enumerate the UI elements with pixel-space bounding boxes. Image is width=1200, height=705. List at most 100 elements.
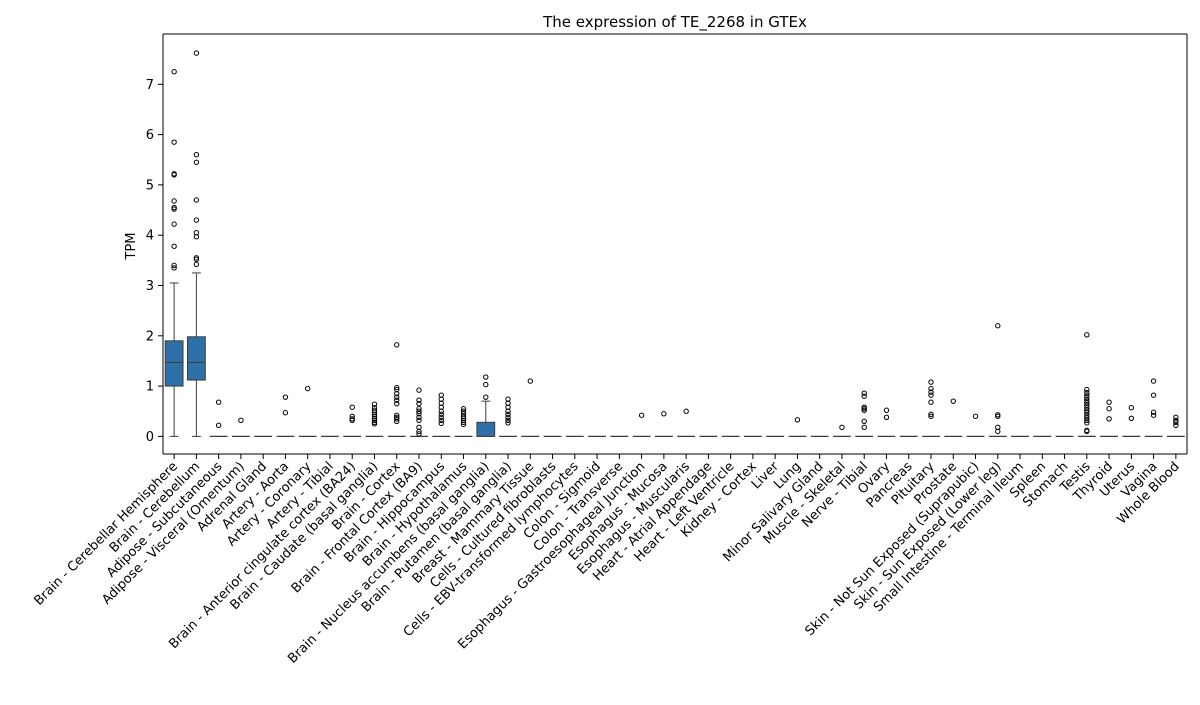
outlier-point-34-5	[928, 411, 934, 417]
outlier-point-21-0	[638, 412, 645, 418]
y-tick-label-4: 4	[146, 229, 154, 244]
outlier-point-31-6	[861, 424, 867, 431]
outlier-point-41-6	[1084, 399, 1090, 406]
outlier-point-1-0	[193, 50, 200, 56]
outlier-point-41-3	[1084, 392, 1090, 398]
y-tick-label-7: 7	[146, 78, 154, 93]
outlier-point-1-1	[193, 152, 200, 158]
outlier-point-10-0	[394, 342, 400, 348]
outlier-point-10-1	[394, 384, 400, 391]
outlier-point-34-6	[928, 413, 934, 419]
outlier-point-23-0	[683, 408, 689, 414]
outlier-point-14-2	[483, 394, 489, 400]
outlier-point-1-8	[193, 256, 200, 263]
outlier-point-41-9	[1084, 407, 1090, 413]
outlier-point-9-0	[371, 401, 378, 407]
outlier-point-0-1	[171, 139, 177, 145]
outlier-point-32-0	[883, 407, 890, 413]
outlier-point-0-10	[171, 265, 177, 271]
outlier-point-34-1	[928, 385, 934, 392]
outlier-point-2-0	[215, 399, 222, 405]
outlier-point-31-5	[861, 418, 867, 425]
outlier-point-41-0	[1084, 332, 1090, 338]
outlier-point-15-4	[505, 411, 511, 417]
outlier-point-37-0	[995, 323, 1001, 329]
outlier-point-11-4	[416, 408, 422, 414]
y-tick-label-5: 5	[146, 178, 154, 193]
outlier-point-41-13	[1084, 417, 1090, 423]
outlier-point-44-2	[1150, 409, 1157, 415]
outlier-point-5-0	[282, 394, 289, 400]
outlier-point-11-5	[416, 411, 422, 417]
y-tick-label-3: 3	[146, 279, 154, 294]
outlier-point-1-2	[193, 159, 200, 165]
outlier-point-0-6	[171, 206, 177, 212]
box-0	[164, 340, 184, 387]
outlier-point-41-10	[1084, 410, 1090, 416]
outlier-point-2-1	[215, 422, 222, 429]
outlier-point-1-4	[193, 217, 200, 223]
outlier-point-0-4	[171, 198, 177, 204]
outlier-point-41-14	[1084, 420, 1090, 426]
outlier-point-12-5	[438, 411, 444, 417]
outlier-point-12-7	[438, 417, 444, 423]
outlier-point-10-5	[394, 397, 400, 403]
outlier-point-0-8	[171, 243, 177, 249]
outlier-point-9-7	[371, 417, 378, 423]
outlier-point-14-1	[483, 381, 489, 388]
y-axis-title: TPM	[124, 233, 139, 261]
outlier-point-11-7	[416, 417, 422, 423]
y-tick-label-0: 0	[146, 430, 154, 445]
outlier-point-44-1	[1150, 392, 1157, 398]
outlier-point-37-2	[995, 413, 1001, 419]
chart-title: The expression of TE_2268 in GTEx	[542, 13, 807, 32]
outlier-point-31-4	[861, 407, 867, 413]
outlier-point-0-0	[171, 69, 177, 75]
outlier-point-35-0	[950, 398, 956, 404]
outlier-point-10-4	[394, 394, 400, 400]
outlier-point-41-5	[1084, 397, 1090, 403]
outlier-point-34-0	[928, 379, 934, 385]
outlier-point-42-2	[1106, 416, 1112, 422]
outlier-point-34-2	[928, 389, 934, 395]
outlier-point-45-0	[1173, 414, 1179, 420]
outlier-point-41-7	[1084, 402, 1090, 408]
outlier-point-41-12	[1084, 415, 1090, 421]
outlier-point-41-8	[1084, 405, 1090, 411]
outlier-point-10-6	[394, 401, 400, 407]
outlier-point-41-11	[1084, 412, 1090, 418]
outlier-point-28-0	[794, 417, 801, 423]
outlier-point-1-6	[193, 234, 200, 240]
outlier-point-11-10	[416, 431, 422, 437]
y-tick-label-6: 6	[146, 128, 154, 143]
outlier-point-0-3	[171, 172, 177, 178]
outlier-point-11-1	[416, 397, 422, 403]
y-tick-label-2: 2	[146, 329, 154, 344]
outlier-point-42-0	[1106, 399, 1112, 405]
outlier-point-44-0	[1150, 378, 1157, 384]
outlier-point-11-9	[416, 428, 422, 435]
outlier-point-13-1	[460, 408, 467, 414]
outlier-point-11-2	[416, 401, 422, 407]
outlier-point-13-6	[460, 419, 467, 426]
outlier-point-43-0	[1128, 405, 1135, 411]
outlier-point-36-0	[972, 413, 979, 419]
outlier-point-1-3	[193, 197, 200, 203]
outlier-point-5-1	[282, 410, 289, 416]
outlier-point-42-1	[1106, 406, 1112, 412]
outlier-point-11-3	[416, 406, 422, 412]
outlier-point-13-0	[460, 406, 467, 412]
outlier-point-15-6	[505, 417, 511, 423]
outlier-point-10-7	[394, 412, 400, 418]
outlier-point-0-9	[171, 262, 177, 269]
outlier-point-1-9	[193, 261, 200, 268]
outlier-point-32-1	[883, 414, 890, 420]
outlier-point-16-0	[527, 378, 534, 384]
outlier-point-44-3	[1150, 412, 1157, 418]
outlier-point-12-6	[438, 414, 444, 420]
outlier-point-45-1	[1173, 417, 1179, 423]
outlier-point-22-0	[661, 411, 667, 417]
